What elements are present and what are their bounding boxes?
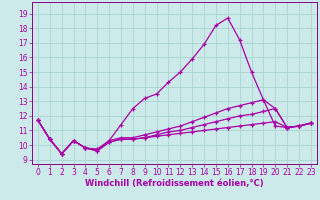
X-axis label: Windchill (Refroidissement éolien,°C): Windchill (Refroidissement éolien,°C) <box>85 179 264 188</box>
